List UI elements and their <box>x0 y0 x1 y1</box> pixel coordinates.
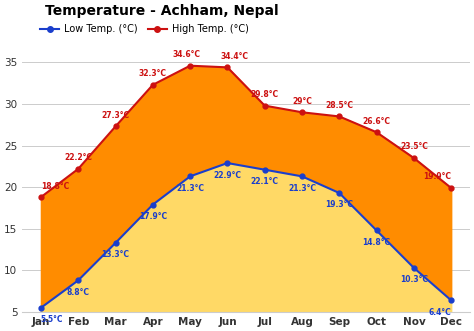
Text: 29.8°C: 29.8°C <box>251 90 279 99</box>
Text: 14.8°C: 14.8°C <box>363 238 391 247</box>
Text: 22.1°C: 22.1°C <box>251 177 279 186</box>
Text: 34.6°C: 34.6°C <box>173 50 201 59</box>
Text: 21.3°C: 21.3°C <box>288 184 316 193</box>
Text: 6.4°C: 6.4°C <box>428 308 451 317</box>
Legend: Low Temp. (°C), High Temp. (°C): Low Temp. (°C), High Temp. (°C) <box>36 20 253 38</box>
Text: 32.3°C: 32.3°C <box>139 69 167 78</box>
Text: 22.2°C: 22.2°C <box>64 153 92 162</box>
Text: 8.8°C: 8.8°C <box>67 288 90 297</box>
Text: 28.5°C: 28.5°C <box>325 101 353 110</box>
Text: 19.9°C: 19.9°C <box>423 172 451 181</box>
Text: 29°C: 29°C <box>292 97 312 106</box>
Text: 13.3°C: 13.3°C <box>101 251 129 260</box>
Text: 17.9°C: 17.9°C <box>139 212 167 221</box>
Text: 18.8°C: 18.8°C <box>41 181 69 191</box>
Text: Temperature - Achham, Nepal: Temperature - Achham, Nepal <box>45 4 278 18</box>
Text: 22.9°C: 22.9°C <box>213 170 241 179</box>
Text: 23.5°C: 23.5°C <box>400 142 428 151</box>
Text: 26.6°C: 26.6°C <box>363 117 391 125</box>
Text: 10.3°C: 10.3°C <box>400 275 428 284</box>
Text: 34.4°C: 34.4°C <box>221 52 249 61</box>
Text: 5.5°C: 5.5°C <box>41 315 64 324</box>
Text: 27.3°C: 27.3°C <box>101 111 129 120</box>
Text: 21.3°C: 21.3°C <box>176 184 204 193</box>
Text: 19.3°C: 19.3°C <box>325 201 353 210</box>
